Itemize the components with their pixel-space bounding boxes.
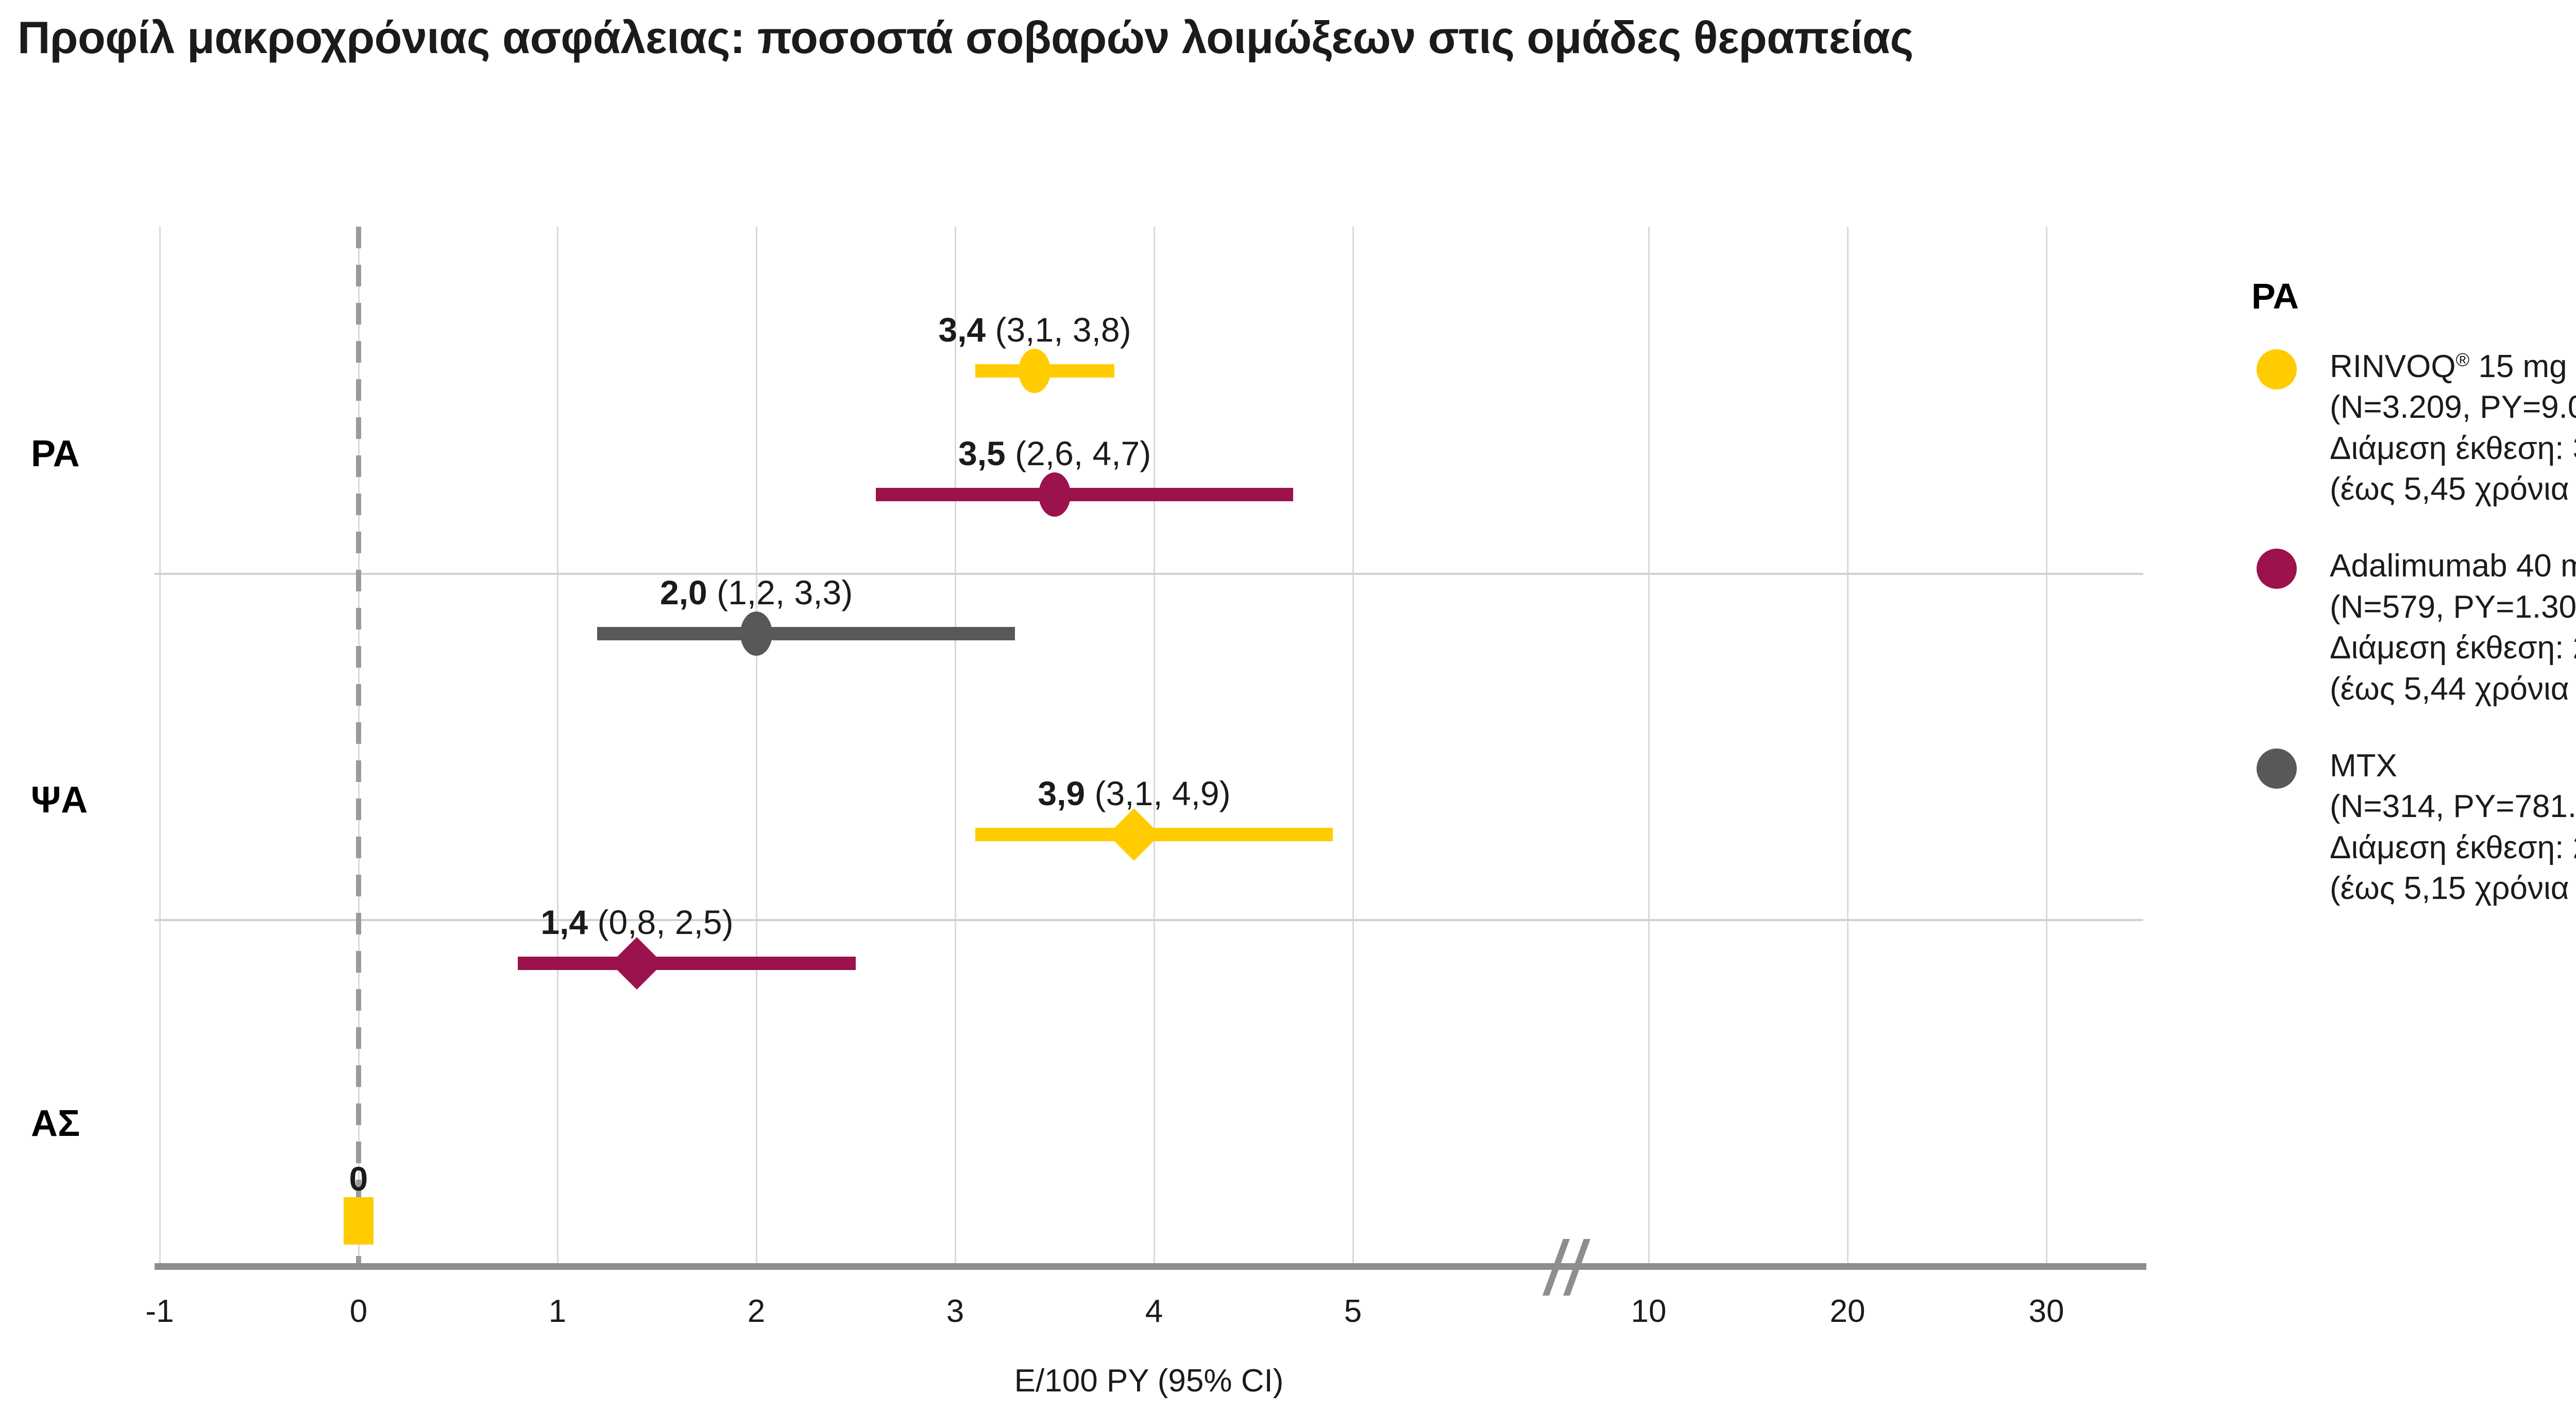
y-category-label-psa: ΨΑ — [31, 779, 88, 821]
gridline-5 — [1352, 227, 1354, 1265]
data-point-ci: (2,6, 4,7) — [1005, 434, 1151, 472]
data-point-estimate: 3,4 — [938, 311, 986, 349]
x-tick-label-20: 20 — [1829, 1294, 1866, 1329]
legend-max-exposure: (έως 5,44 χρόνια το ανώτερο) — [2330, 671, 2576, 707]
legend-column-ra: ΡΑ RINVOQ® 15 mg QD (N=3.209, PY=9.079,1)… — [2251, 278, 2576, 909]
data-point-label: 0 — [349, 1159, 368, 1198]
legend-entry[interactable]: MTX (N=314, PY=781.7) Διάμεση έκθεση: 2,57… — [2251, 745, 2576, 909]
page-title: Προφίλ μακροχρόνιας ασφάλειας: ποσοστά σ… — [18, 12, 1913, 63]
data-point-label: 3,9 (3,1, 4,9) — [1038, 774, 1230, 813]
legend-entries-ra: RINVOQ® 15 mg QD (N=3.209, PY=9.079,1) Διά… — [2251, 346, 2576, 909]
legend-entry[interactable]: Adalimumab 40 mg EOW (N=579, PY=1.307,7) Δ… — [2251, 546, 2576, 709]
x-tick-label-1: 1 — [548, 1294, 567, 1329]
confidence-interval-bar — [597, 627, 1015, 640]
gridline-4 — [1154, 227, 1155, 1265]
y-category-label-as: ΑΣ — [31, 1103, 80, 1144]
zero-reference-line — [356, 227, 361, 1265]
legend-swatch-circle-icon — [2257, 349, 2297, 389]
confidence-interval-bar — [875, 488, 1294, 501]
confidence-interval-bar — [517, 957, 856, 970]
x-tick-label-0: 0 — [349, 1294, 368, 1329]
data-point-estimate: 3,9 — [1038, 774, 1086, 812]
data-point-estimate: 0 — [349, 1160, 368, 1198]
legend-max-exposure: (έως 5,45 χρόνια το ανώτερο) — [2330, 471, 2576, 507]
legend-n-py: (N=579, PY=1.307,7) — [2330, 589, 2576, 625]
group-separator-line — [155, 919, 2143, 921]
legend-swatch-circle-icon — [2257, 748, 2297, 789]
gridline-2 — [756, 227, 757, 1265]
group-separator-line — [155, 573, 2143, 575]
gridline-1 — [557, 227, 558, 1265]
data-point-label: 1,4 (0,8, 2,5) — [540, 903, 733, 942]
data-point-label: 3,4 (3,1, 3,8) — [938, 310, 1131, 349]
data-point-ci: (3,1, 4,9) — [1085, 774, 1231, 812]
data-point-estimate: 1,4 — [540, 903, 588, 941]
data-point-estimate: 3,5 — [958, 434, 1006, 472]
data-point-marker-diamond[interactable] — [611, 937, 664, 990]
legend-n-py: (N=3.209, PY=9.079,1) — [2330, 389, 2576, 426]
legend-swatch-circle-icon — [2257, 549, 2297, 589]
x-axis-title: E/100 PY (95% CI) — [1014, 1363, 1284, 1399]
legend-median-exposure: Διάμεση έκθεση: 3,46 χρόνια — [2330, 430, 2576, 466]
y-category-label-ra: ΡΑ — [31, 433, 80, 474]
x-tick-label-10: 10 — [1631, 1294, 1667, 1329]
legend-n-py: (N=314, PY=781.7) — [2330, 789, 2576, 825]
legend-series-name: RINVOQ® 15 mg QD — [2330, 349, 2576, 384]
gridline--1 — [159, 227, 161, 1265]
legend-median-exposure: Διάμεση έκθεση: 2,57 χρόνια — [2330, 829, 2576, 865]
gridline-10 — [1648, 227, 1650, 1265]
data-point-ci: (1,2, 3,3) — [707, 573, 853, 611]
plot-area: 3,4 (3,1, 3,8) 3,5 (2,6, 4,7) 2,0 (1,2, 3,… — [155, 227, 2143, 1265]
legend-group-title-ra: ΡΑ — [2251, 276, 2299, 316]
x-tick-label-4: 4 — [1145, 1294, 1163, 1329]
legend-series-name: MTX — [2330, 747, 2397, 784]
x-tick-label-30: 30 — [2028, 1294, 2064, 1329]
legend-series-name: Adalimumab 40 mg EOW — [2330, 548, 2576, 584]
registered-trademark-icon: ® — [2455, 349, 2470, 370]
legend-entry[interactable]: RINVOQ® 15 mg QD (N=3.209, PY=9.079,1) Διά… — [2251, 346, 2576, 509]
x-tick-label-5: 5 — [1344, 1294, 1362, 1329]
axis-break-icon — [1535, 1239, 1597, 1296]
x-tick-label-3: 3 — [946, 1294, 964, 1329]
data-point-label: 2,0 (1,2, 3,3) — [660, 573, 853, 612]
data-point-marker-diamond[interactable] — [1108, 808, 1161, 861]
data-point-marker-circle[interactable] — [1039, 472, 1071, 517]
data-point-marker-square[interactable] — [344, 1197, 374, 1245]
x-axis-line — [155, 1263, 2146, 1270]
gridline-3 — [955, 227, 956, 1265]
data-point-ci: (3,1, 3,8) — [986, 311, 1131, 349]
x-tick-label-2: 2 — [747, 1294, 766, 1329]
data-point-ci: (0,8, 2,5) — [588, 903, 734, 941]
legend-median-exposure: Διάμεση έκθεση: 2,23 χρόνια — [2330, 630, 2576, 666]
legend-max-exposure: (έως 5,15 χρόνια το ανώτερο) — [2330, 870, 2576, 906]
gridline-30 — [2046, 227, 2047, 1265]
data-point-estimate: 2,0 — [660, 573, 707, 611]
x-tick-label--1: -1 — [145, 1294, 174, 1329]
data-point-label: 3,5 (2,6, 4,7) — [958, 434, 1151, 473]
data-point-marker-circle[interactable] — [740, 611, 772, 656]
gridline-20 — [1847, 227, 1849, 1265]
data-point-marker-circle[interactable] — [1019, 349, 1051, 393]
